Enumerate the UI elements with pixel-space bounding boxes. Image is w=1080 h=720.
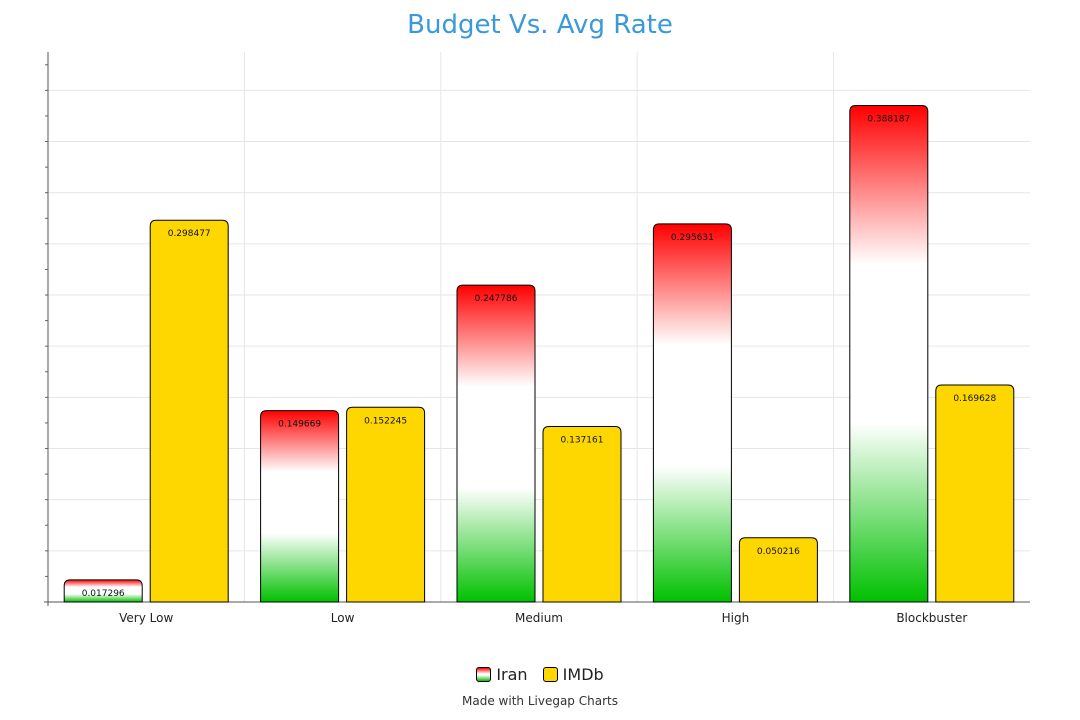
bar-imdb-very-low <box>149 219 229 603</box>
bar-imdb-blockbuster <box>935 384 1015 603</box>
legend-label-imdb: IMDb <box>562 665 604 684</box>
data-label-iran-high: 0.295631 <box>671 233 714 243</box>
credit-text[interactable]: Made with Livegap Charts <box>462 694 618 708</box>
data-label-iran-blockbuster: 0.388187 <box>867 114 910 124</box>
x-tick-label-high: High <box>722 611 750 625</box>
bar-iran-high <box>652 223 732 603</box>
x-tick-label-medium: Medium <box>515 611 563 625</box>
data-label-imdb-blockbuster: 0.169628 <box>953 394 996 404</box>
data-label-imdb-very-low: 0.298477 <box>168 229 211 239</box>
legend-swatch-iran <box>476 667 492 682</box>
bar-iran-very-low <box>63 579 143 603</box>
x-tick-label-low: Low <box>331 611 355 625</box>
bar-iran-medium <box>456 284 536 603</box>
data-label-imdb-high: 0.050216 <box>757 547 800 557</box>
legend: Iran IMDb <box>0 665 1080 686</box>
x-tick-label-very-low: Very Low <box>119 611 173 625</box>
data-label-imdb-medium: 0.137161 <box>561 436 604 446</box>
chart-title: Budget Vs. Avg Rate <box>407 10 673 40</box>
bar-iran-blockbuster <box>849 104 929 603</box>
legend-item-imdb[interactable]: IMDb <box>542 665 604 684</box>
data-label-iran-medium: 0.247786 <box>475 294 518 304</box>
data-label-iran-low: 0.149669 <box>278 420 321 430</box>
bar-imdb-low <box>346 406 426 603</box>
bar-iran-low <box>260 410 340 603</box>
data-label-iran-very-low: 0.017296 <box>82 589 125 599</box>
bar-imdb-high <box>738 537 818 603</box>
legend-label-iran: Iran <box>496 665 528 684</box>
bar-imdb-medium <box>542 426 622 603</box>
legend-swatch-imdb <box>542 667 558 682</box>
legend-item-iran[interactable]: Iran <box>476 665 528 684</box>
data-label-imdb-low: 0.152245 <box>364 416 407 426</box>
x-tick-label-blockbuster: Blockbuster <box>896 611 967 625</box>
